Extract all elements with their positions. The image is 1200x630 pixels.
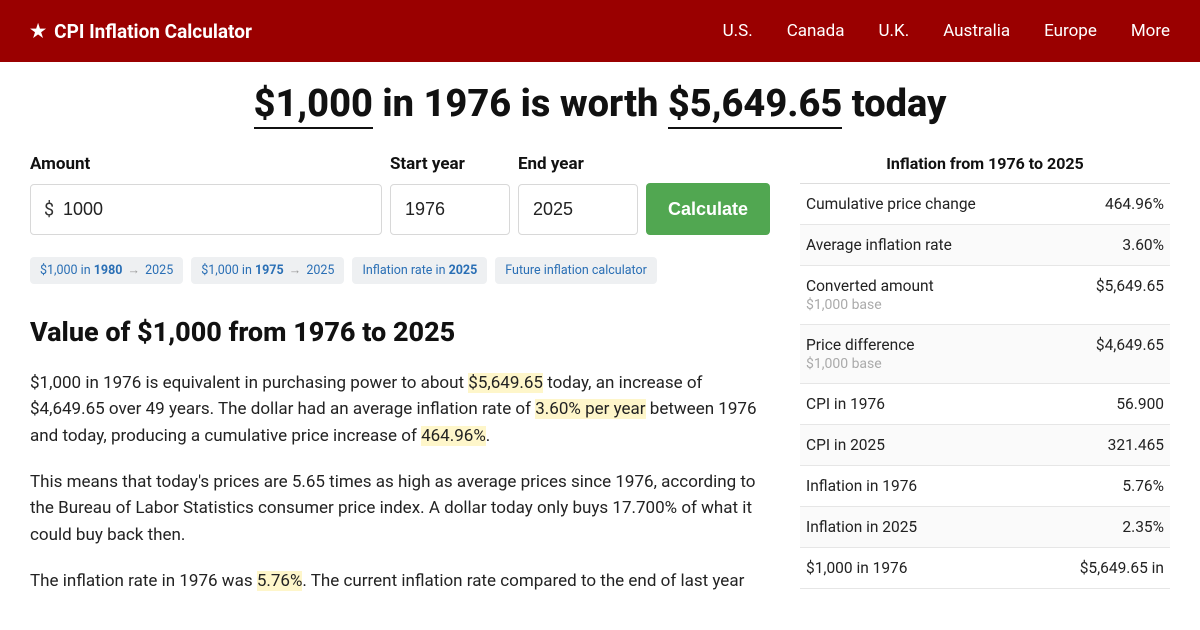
stats-row: $1,000 in 1976 $5,649.65 in bbox=[800, 548, 1170, 589]
start-year-field: Start year bbox=[390, 154, 510, 235]
stats-sublabel: $1,000 base bbox=[806, 297, 934, 313]
title-mid2: today bbox=[842, 82, 946, 126]
start-year-input[interactable] bbox=[390, 184, 510, 235]
currency-symbol: $ bbox=[44, 199, 54, 220]
nav-canada[interactable]: Canada bbox=[787, 21, 845, 41]
stats-row: CPI in 1976 56.900 bbox=[800, 384, 1170, 425]
chip-future[interactable]: Future inflation calculator bbox=[495, 257, 657, 284]
stats-value: $4,649.65 bbox=[1096, 336, 1164, 372]
end-year-input[interactable] bbox=[518, 184, 638, 235]
title-result: $5,649.65 bbox=[668, 82, 842, 129]
calculate-button[interactable]: Calculate bbox=[646, 183, 770, 235]
stats-value: 56.900 bbox=[1116, 395, 1164, 413]
stats-value: 2.35% bbox=[1122, 518, 1164, 536]
arrow-icon: → bbox=[286, 263, 305, 278]
title-amount: $1,000 bbox=[254, 82, 373, 129]
quick-links: $1,000 in 1980 → 2025 $1,000 in 1975 → 2… bbox=[30, 257, 770, 284]
chip-1975[interactable]: $1,000 in 1975 → 2025 bbox=[191, 257, 344, 284]
paragraph-3: The inflation rate in 1976 was 5.76%. Th… bbox=[30, 568, 770, 594]
nav-australia[interactable]: Australia bbox=[943, 21, 1010, 41]
amount-label: Amount bbox=[30, 154, 382, 174]
title-mid1: in 1976 is worth bbox=[373, 82, 668, 126]
brand[interactable]: ★ CPI Inflation Calculator bbox=[30, 20, 252, 43]
highlight: 5.76% bbox=[257, 571, 303, 591]
page-title: $1,000 in 1976 is worth $5,649.65 today bbox=[0, 82, 1200, 126]
amount-field: Amount $ bbox=[30, 154, 382, 235]
calculator-form: Amount $ Start year End year Calculate bbox=[30, 154, 770, 235]
stats-row: Converted amount$1,000 base $5,649.65 bbox=[800, 266, 1170, 325]
stats-sublabel: $1,000 base bbox=[806, 356, 915, 372]
paragraph-1: $1,000 in 1976 is equivalent in purchasi… bbox=[30, 370, 770, 449]
stats-label: Inflation in 1976 bbox=[806, 477, 917, 495]
stats-label: CPI in 1976 bbox=[806, 395, 885, 413]
stats-label: Cumulative price change bbox=[806, 195, 976, 213]
stats-value: $5,649.65 bbox=[1096, 277, 1164, 313]
amount-input[interactable] bbox=[30, 184, 382, 235]
stats-label: CPI in 2025 bbox=[806, 436, 885, 454]
nav-us[interactable]: U.S. bbox=[723, 21, 753, 41]
end-year-label: End year bbox=[518, 154, 638, 174]
stats-value: 3.60% bbox=[1122, 236, 1164, 254]
arrow-icon: → bbox=[124, 263, 143, 278]
nav-europe[interactable]: Europe bbox=[1044, 21, 1097, 41]
stats-value: 321.465 bbox=[1108, 436, 1164, 454]
stats-row: CPI in 2025 321.465 bbox=[800, 425, 1170, 466]
stats-label: Inflation in 2025 bbox=[806, 518, 917, 536]
highlight: 3.60% per year bbox=[535, 399, 645, 419]
stats-row: Inflation in 1976 5.76% bbox=[800, 466, 1170, 507]
left-column: Amount $ Start year End year Calculate $… bbox=[30, 154, 770, 614]
section-heading: Value of $1,000 from 1976 to 2025 bbox=[30, 316, 770, 348]
start-year-label: Start year bbox=[390, 154, 510, 174]
highlight: 464.96% bbox=[421, 426, 486, 446]
highlight: $5,649.65 bbox=[468, 373, 543, 393]
stats-row: Price difference$1,000 base $4,649.65 bbox=[800, 325, 1170, 384]
nav-more[interactable]: More bbox=[1131, 21, 1170, 41]
stats-label: Converted amount$1,000 base bbox=[806, 277, 934, 313]
brand-text: CPI Inflation Calculator bbox=[54, 20, 252, 43]
stats-row: Inflation in 2025 2.35% bbox=[800, 507, 1170, 548]
stats-label: $1,000 in 1976 bbox=[806, 559, 907, 577]
stats-title: Inflation from 1976 to 2025 bbox=[800, 154, 1170, 184]
paragraph-2: This means that today's prices are 5.65 … bbox=[30, 469, 770, 548]
chip-rate-2025[interactable]: Inflation rate in 2025 bbox=[352, 257, 487, 284]
stats-label: Price difference$1,000 base bbox=[806, 336, 915, 372]
stats-panel: Inflation from 1976 to 2025 Cumulative p… bbox=[800, 154, 1170, 614]
stats-row: Average inflation rate 3.60% bbox=[800, 225, 1170, 266]
star-icon: ★ bbox=[30, 21, 46, 42]
nav: U.S. Canada U.K. Australia Europe More bbox=[723, 21, 1170, 41]
nav-uk[interactable]: U.K. bbox=[879, 21, 910, 41]
stats-value: 464.96% bbox=[1105, 195, 1164, 213]
chip-1980[interactable]: $1,000 in 1980 → 2025 bbox=[30, 257, 183, 284]
stats-row: Cumulative price change 464.96% bbox=[800, 184, 1170, 225]
end-year-field: End year bbox=[518, 154, 638, 235]
stats-value: 5.76% bbox=[1122, 477, 1164, 495]
stats-value: $5,649.65 in bbox=[1080, 559, 1164, 577]
header: ★ CPI Inflation Calculator U.S. Canada U… bbox=[0, 0, 1200, 62]
stats-label: Average inflation rate bbox=[806, 236, 952, 254]
